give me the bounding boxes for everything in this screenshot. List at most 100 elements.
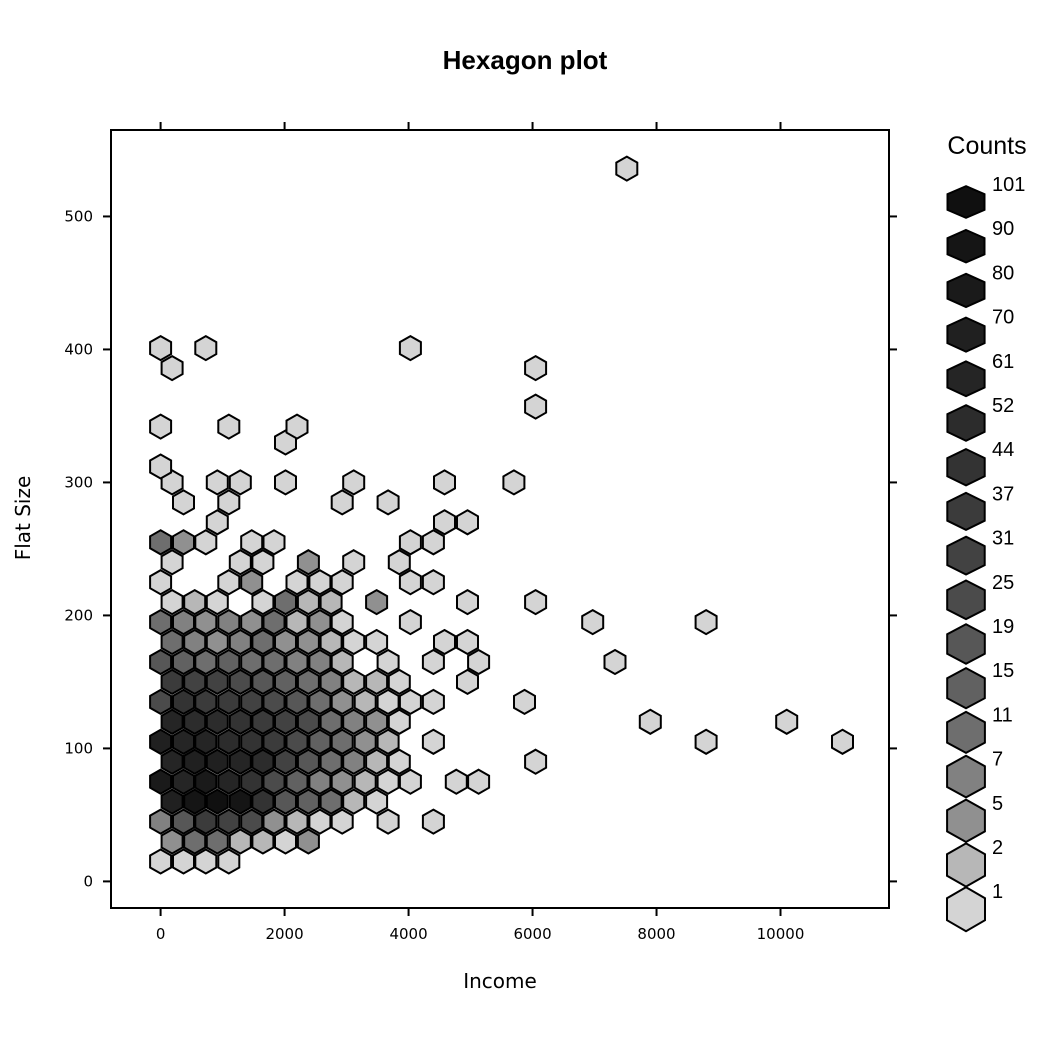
hex-cell: [149, 808, 173, 835]
hex-cell: [228, 668, 252, 696]
legend-label: 19: [992, 616, 1014, 638]
hex-cell: [217, 608, 241, 636]
legend-swatch: [946, 842, 986, 888]
hex-cell: [149, 413, 173, 440]
hex-cell: [296, 588, 320, 616]
hex-cell: [365, 668, 389, 696]
hex-cell: [228, 788, 252, 815]
hex-cell: [205, 668, 229, 696]
hex-cell: [194, 848, 218, 875]
hex-cell: [524, 354, 548, 382]
hex-cell: [296, 549, 320, 576]
hex-cell: [308, 728, 332, 755]
hex-cell: [296, 628, 320, 656]
hex-cell: [421, 569, 445, 596]
legend-title: Counts: [947, 132, 1026, 160]
hex-cell: [330, 569, 354, 596]
hex-cell: [149, 688, 173, 716]
hex-cell: [365, 788, 389, 815]
hex-cell: [172, 529, 195, 556]
hex-cell: [296, 788, 320, 815]
hex-cell: [217, 489, 241, 516]
hex-cell: [194, 648, 218, 676]
hex-cell: [319, 748, 343, 775]
hex-cell: [285, 768, 309, 795]
hex-cell: [240, 728, 264, 755]
hex-cell: [330, 608, 354, 636]
hex-cell: [319, 788, 343, 815]
hex-cell: [240, 688, 264, 716]
hex-cell: [444, 768, 468, 795]
hex-cell: [240, 569, 264, 596]
legend-label: 44: [992, 439, 1014, 461]
hex-cell: [228, 708, 252, 735]
hex-cell: [775, 708, 799, 735]
hex-cell: [330, 648, 354, 676]
hex-cell: [421, 728, 445, 755]
legend-label: 80: [992, 262, 1014, 284]
hex-cell: [398, 608, 422, 636]
hex-cell: [149, 608, 173, 636]
hex-cell: [183, 668, 207, 696]
legend-label: 7: [992, 749, 1003, 771]
hex-cell: [160, 828, 184, 855]
hex-cell: [183, 748, 207, 775]
hex-cell: [194, 608, 218, 636]
hex-cell: [262, 768, 286, 795]
hex-cell: [160, 668, 184, 696]
hex-cell: [251, 828, 275, 855]
hex-cell: [376, 688, 400, 716]
hex-cell: [376, 728, 400, 755]
hex-cell: [274, 628, 297, 656]
axis-ticks: 0 2000 4000 6000 8000 10000 0 100 200 300 400 500: [64, 122, 897, 943]
hex-cell: [365, 708, 389, 735]
hex-cell: [308, 569, 332, 596]
hex-cell: [240, 529, 264, 556]
legend-swatch: [946, 272, 986, 309]
hex-cell: [228, 748, 252, 775]
hex-cell: [205, 588, 229, 616]
hex-cell: [149, 453, 173, 480]
hex-cell: [172, 808, 195, 835]
hex-cell: [217, 808, 241, 835]
legend-label: 15: [992, 660, 1014, 682]
hex-cell: [342, 628, 366, 656]
hex-cell: [228, 549, 252, 576]
hex-cell: [433, 628, 456, 656]
hex-cell: [274, 708, 297, 735]
hex-cell: [172, 848, 195, 875]
hex-cell: [217, 648, 241, 676]
y-tick-label: 100: [64, 739, 93, 757]
hex-cell: [694, 608, 718, 636]
hex-cell: [387, 708, 411, 735]
hex-cell: [262, 608, 286, 636]
hex-cell: [342, 708, 366, 735]
hex-cell: [342, 668, 366, 696]
hex-cell: [172, 688, 195, 716]
legend-swatch: [946, 710, 986, 755]
plot-frame: [110, 129, 890, 909]
hex-cell: [205, 628, 229, 656]
hex-cell: [149, 848, 173, 875]
hex-cell: [172, 768, 195, 795]
hex-cell: [274, 668, 297, 696]
hex-cell: [217, 768, 241, 795]
hex-cell: [160, 708, 184, 735]
hex-cell: [228, 469, 252, 496]
hex-cell: [513, 688, 536, 716]
x-tick-label: 6000: [513, 925, 551, 943]
legend-swatch: [946, 404, 986, 442]
legend-label: 61: [992, 351, 1014, 373]
hex-cell: [308, 648, 332, 676]
hex-cell: [160, 354, 184, 382]
hex-cell: [615, 155, 639, 182]
x-tick-label: 4000: [389, 925, 427, 943]
hex-cell: [194, 768, 218, 795]
hex-cell: [160, 549, 184, 576]
hex-cell: [149, 569, 173, 596]
hex-cells: [149, 155, 854, 875]
hex-cell: [160, 748, 184, 775]
hex-cell: [240, 648, 264, 676]
hex-cell: [274, 828, 297, 855]
